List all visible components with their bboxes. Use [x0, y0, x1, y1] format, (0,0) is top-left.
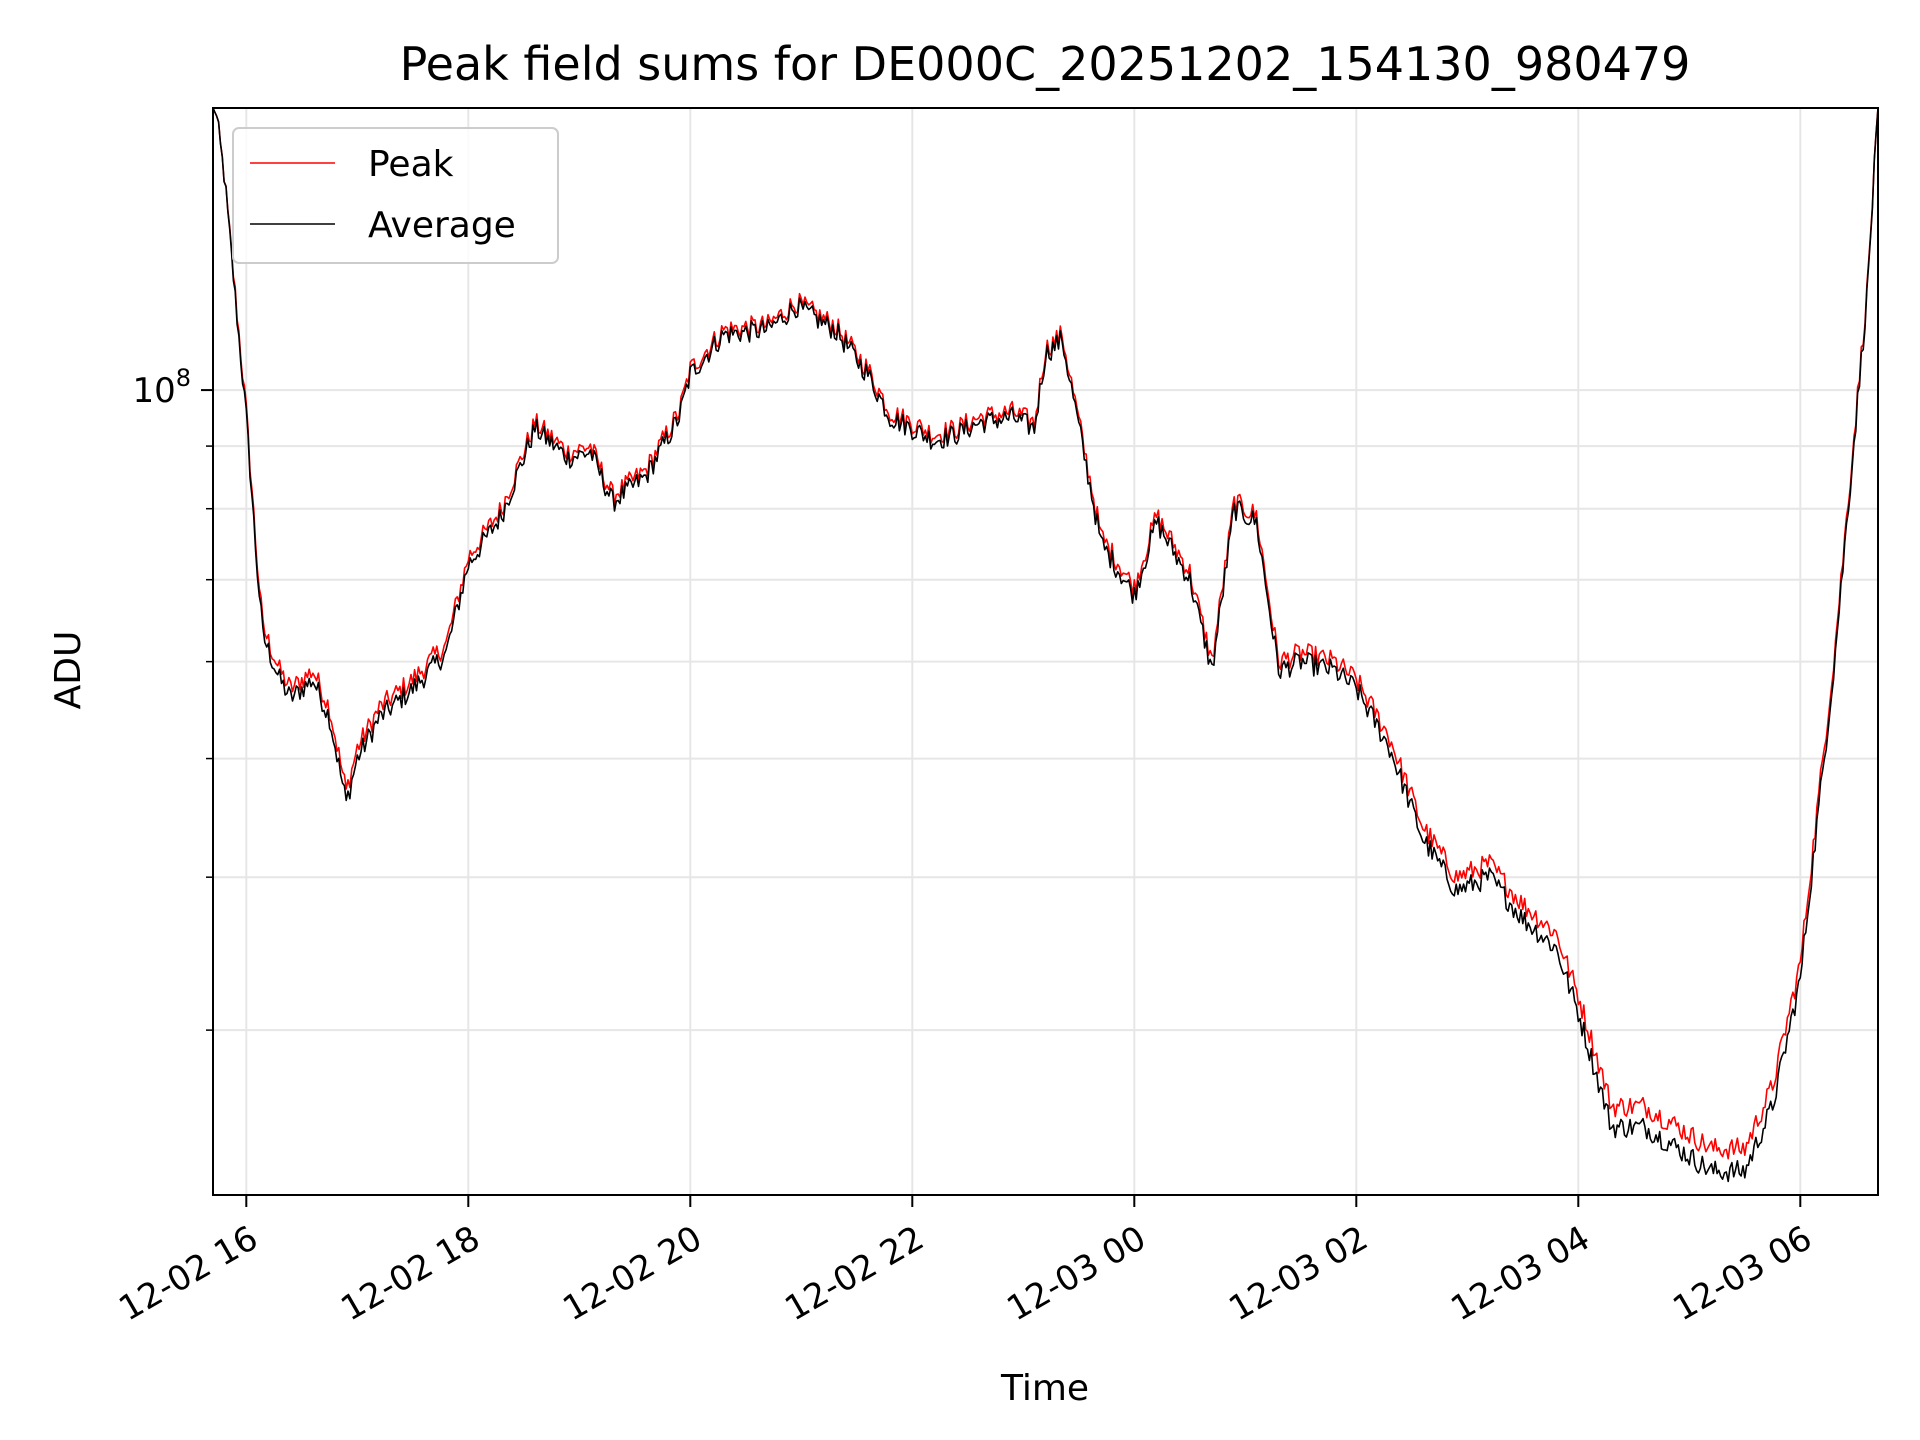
y-tick-label-base: 10: [132, 371, 175, 411]
legend: Peak Average: [232, 127, 559, 264]
legend-peak-label: Peak: [368, 144, 454, 185]
y-axis-label: ADU: [48, 631, 89, 710]
x-axis-label: Time: [1000, 1368, 1089, 1409]
chart-title: Peak field sums for DE000C_20251202_1541…: [400, 37, 1691, 91]
plot-frame: [212, 107, 1879, 1196]
y-axis: 108: [132, 364, 213, 1031]
plot-area: [212, 107, 1879, 1183]
series-line-average: [212, 107, 1879, 1183]
legend-box: [232, 127, 559, 264]
grid-lines: [213, 108, 1878, 1195]
y-tick-label-major: 108: [132, 364, 191, 411]
y-tick-label-exponent: 8: [176, 364, 191, 392]
legend-average-label: Average: [368, 205, 516, 246]
